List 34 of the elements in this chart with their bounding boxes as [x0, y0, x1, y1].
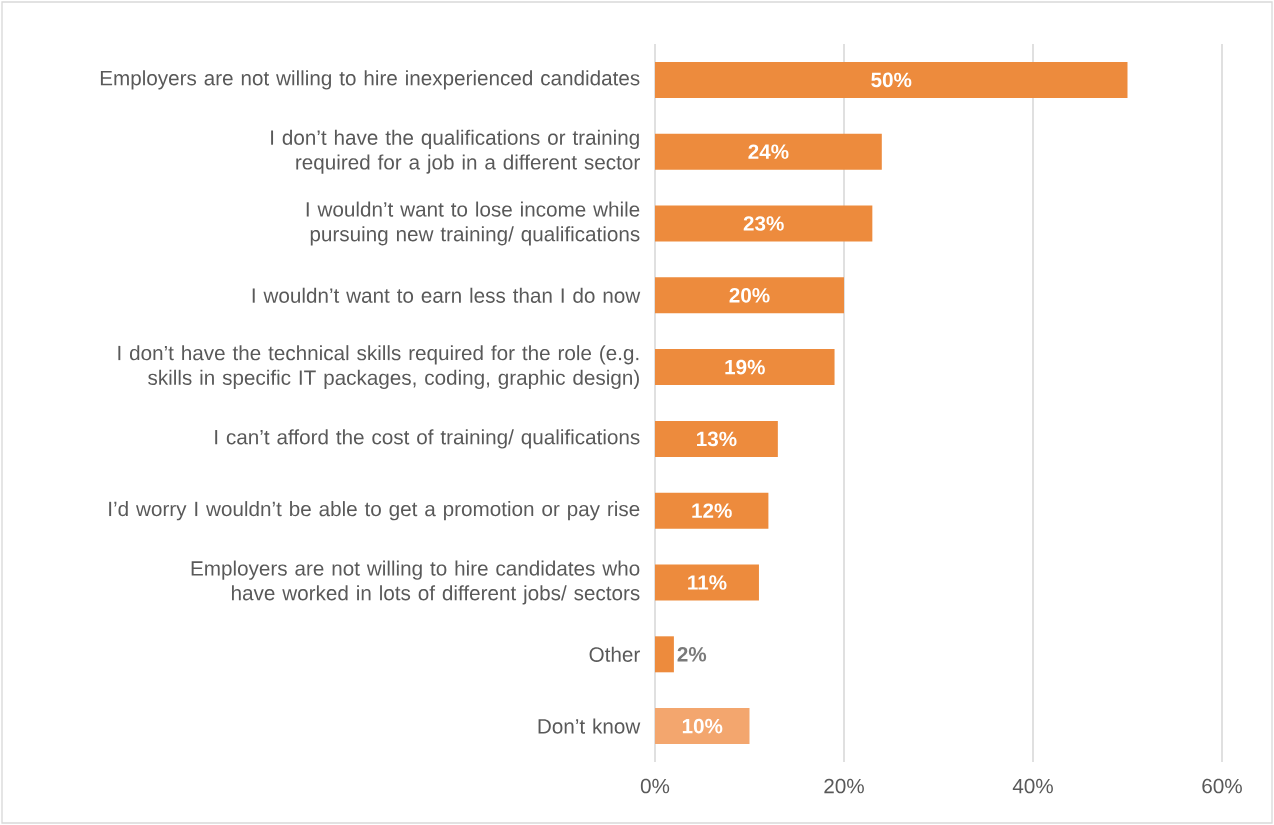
- bar: [655, 492, 769, 529]
- data-label: 13%: [697, 431, 737, 447]
- bar: [655, 205, 873, 242]
- data-label: 50%: [871, 72, 912, 88]
- bar: [655, 420, 778, 457]
- y-tick-label: I don’t have the qualifications or training required for a job in a different sector: [271, 129, 640, 174]
- bar: [655, 133, 882, 170]
- y-tick-label: I can’t afford the cost of training/ qualifications: [215, 429, 640, 449]
- data-label: 23%: [743, 216, 784, 231]
- y-tick-label: I wouldn’t want to earn less than I do now: [252, 287, 641, 303]
- data-label: 2%: [677, 647, 707, 662]
- y-tick-label: I’d worry I wouldn’t be able to get a promotion or pay rise: [109, 501, 640, 521]
- bar: [655, 61, 1128, 98]
- data-label: 20%: [729, 287, 770, 303]
- bar: [655, 349, 835, 386]
- data-label: 19%: [725, 359, 765, 375]
- y-tick-label: Don’t know: [538, 718, 641, 734]
- data-label: 11%: [688, 575, 727, 590]
- x-tick-label: 60%: [1202, 778, 1242, 794]
- y-tick-label: Employers are not willing to hire candidates who have worked in lots of different jobs/ sectors: [191, 560, 640, 605]
- y-tick-label: I wouldn’t want to lose income while pursuing new training/ qualifications: [306, 201, 640, 246]
- bar: [655, 564, 759, 601]
- bar: [655, 708, 750, 745]
- data-label: 12%: [692, 503, 732, 519]
- y-tick-label: I don’t have the technical skills required for the role (e.g. skills in specific IT packages, coding, graphic design): [118, 345, 639, 390]
- x-tick-label: 20%: [824, 778, 864, 794]
- data-label: 10%: [682, 718, 723, 734]
- y-tick-label: Other: [589, 646, 640, 662]
- data-label: 24%: [748, 144, 789, 160]
- x-tick-label: 0%: [640, 778, 670, 794]
- bar: [655, 636, 674, 673]
- y-tick-label: Employers are not willing to hire inexperienced candidates: [100, 70, 640, 90]
- bar: [655, 277, 844, 314]
- x-tick-label: 40%: [1012, 778, 1053, 794]
